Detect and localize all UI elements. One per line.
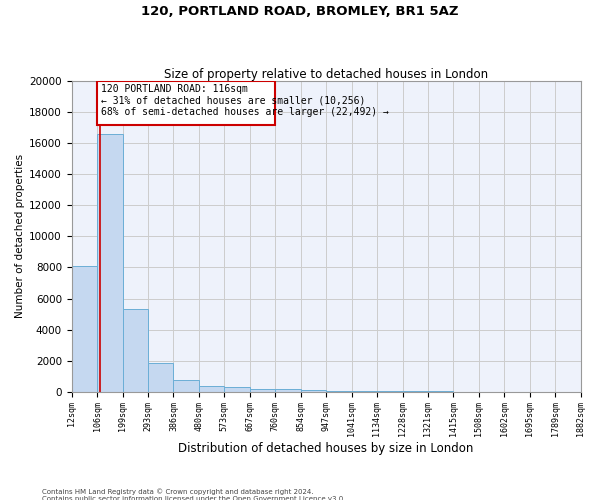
Bar <box>352 391 377 392</box>
Bar <box>377 391 403 392</box>
Text: 120, PORTLAND ROAD, BROMLEY, BR1 5AZ: 120, PORTLAND ROAD, BROMLEY, BR1 5AZ <box>141 5 459 18</box>
Bar <box>250 388 275 392</box>
X-axis label: Distribution of detached houses by size in London: Distribution of detached houses by size … <box>178 442 474 455</box>
Text: Contains HM Land Registry data © Crown copyright and database right 2024.: Contains HM Land Registry data © Crown c… <box>42 488 314 495</box>
Text: 120 PORTLAND ROAD: 116sqm
← 31% of detached houses are smaller (10,256)
68% of s: 120 PORTLAND ROAD: 116sqm ← 31% of detac… <box>101 84 389 117</box>
Bar <box>122 310 148 392</box>
Title: Size of property relative to detached houses in London: Size of property relative to detached ho… <box>164 68 488 81</box>
Bar <box>224 388 250 392</box>
Bar <box>71 266 97 392</box>
Bar <box>301 390 326 392</box>
Bar <box>173 380 199 392</box>
Bar <box>326 391 352 392</box>
Bar <box>97 81 275 124</box>
Bar <box>199 386 224 392</box>
Bar <box>275 390 301 392</box>
Bar <box>97 134 122 392</box>
Text: Contains public sector information licensed under the Open Government Licence v3: Contains public sector information licen… <box>42 496 346 500</box>
Bar <box>148 363 173 392</box>
Y-axis label: Number of detached properties: Number of detached properties <box>15 154 25 318</box>
